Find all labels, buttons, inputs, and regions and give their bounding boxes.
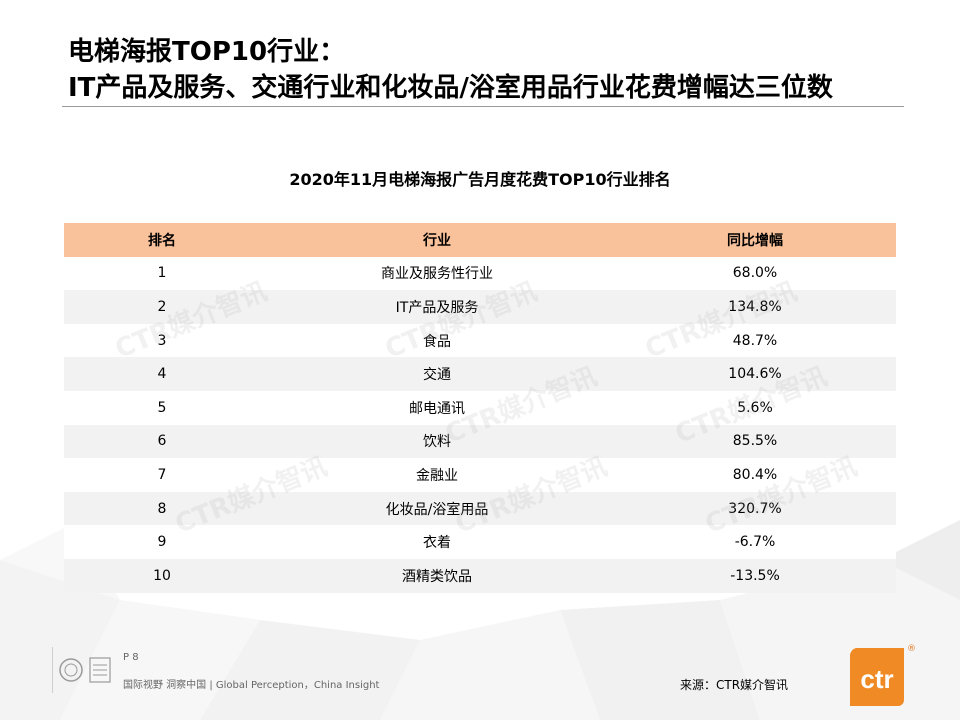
cell-growth: -13.5% xyxy=(614,558,896,593)
cell-rank: 7 xyxy=(64,458,260,492)
source-note: 来源：CTR媒介智讯 xyxy=(680,678,789,692)
cell-industry: 衣着 xyxy=(260,525,614,559)
page-title-line2: IT产品及服务、交通行业和化妆品/浴室用品行业花费增幅达三位数 xyxy=(68,73,833,103)
column-header-rank: 排名 xyxy=(64,223,260,257)
cell-industry: 化妆品/浴室用品 xyxy=(260,491,614,526)
table-header-row: 排名 行业 同比增幅 xyxy=(64,223,896,257)
cell-rank: 1 xyxy=(64,256,260,291)
cell-rank: 9 xyxy=(64,525,260,559)
registered-mark: ® xyxy=(907,644,916,654)
ctr-logo: ctr xyxy=(849,648,904,706)
certification-badges-icon xyxy=(59,657,111,683)
cell-industry: 饮料 xyxy=(260,424,614,459)
cell-growth: 104.6% xyxy=(614,357,896,391)
table-row: 10 酒精类饮品 -13.5% xyxy=(64,558,896,593)
title-divider xyxy=(62,106,904,107)
table-row: 7 金融业 80.4% xyxy=(64,458,896,492)
cell-industry: 食品 xyxy=(260,323,614,358)
page-title: 电梯海报TOP10行业： IT产品及服务、交通行业和化妆品/浴室用品行业花费增幅… xyxy=(68,34,908,106)
cell-industry: 酒精类饮品 xyxy=(260,558,614,593)
page-number: P 8 xyxy=(123,652,139,663)
cell-rank: 4 xyxy=(64,357,260,391)
cell-industry: IT产品及服务 xyxy=(260,290,614,324)
cell-industry: 交通 xyxy=(260,357,614,391)
cell-growth: 5.6% xyxy=(614,390,896,425)
table-body: 1 商业及服务性行业 68.0% 2 IT产品及服务 134.8% 3 食品 48.7% 4 交通 1… xyxy=(64,256,896,593)
cell-industry: 商业及服务性行业 xyxy=(260,256,614,291)
logo-text: ctr xyxy=(860,664,893,694)
footer-slogan: 国际视野 洞察中国 | Global Perception，China Insi… xyxy=(123,680,380,691)
table-title: 2020年11月电梯海报广告月度花费TOP10行业排名 xyxy=(289,170,671,189)
table-row: 5 邮电通讯 5.6% xyxy=(64,390,896,425)
ranking-table: 排名 行业 同比增幅 1 商业及服务性行业 68.0% 2 IT产品及服务 134.8% 3… xyxy=(64,223,896,593)
table-row: 9 衣着 -6.7% xyxy=(64,525,896,559)
column-header-growth: 同比增幅 xyxy=(614,223,896,257)
table-row: 3 食品 48.7% xyxy=(64,323,896,358)
table-row: 4 交通 104.6% xyxy=(64,357,896,391)
cell-rank: 10 xyxy=(64,558,260,593)
cell-rank: 8 xyxy=(64,491,260,526)
cell-rank: 5 xyxy=(64,390,260,425)
page-title-line1: 电梯海报TOP10行业： xyxy=(68,37,346,67)
cell-growth: 134.8% xyxy=(614,290,896,324)
cell-growth: 85.5% xyxy=(614,424,896,459)
footer-divider xyxy=(52,647,53,693)
cell-growth: 68.0% xyxy=(614,256,896,291)
cell-growth: 80.4% xyxy=(614,458,896,492)
column-header-industry: 行业 xyxy=(260,223,614,257)
table-row: 6 饮料 85.5% xyxy=(64,424,896,459)
table-row: 1 商业及服务性行业 68.0% xyxy=(64,256,896,291)
table-row: 8 化妆品/浴室用品 320.7% xyxy=(64,491,896,526)
cell-growth: -6.7% xyxy=(614,525,896,559)
cell-rank: 2 xyxy=(64,290,260,324)
cell-growth: 48.7% xyxy=(614,323,896,358)
table-row: 2 IT产品及服务 134.8% xyxy=(64,290,896,324)
cell-industry: 金融业 xyxy=(260,458,614,492)
cell-rank: 3 xyxy=(64,323,260,358)
cell-rank: 6 xyxy=(64,424,260,459)
cell-growth: 320.7% xyxy=(614,491,896,526)
cell-industry: 邮电通讯 xyxy=(260,390,614,425)
